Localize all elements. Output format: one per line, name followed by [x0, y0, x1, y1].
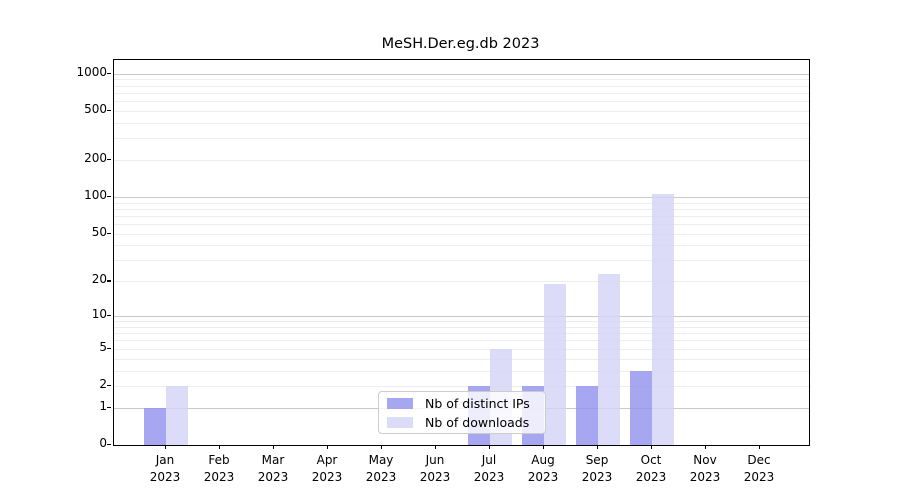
minor-gridline-3: [114, 370, 809, 372]
x-axis-tick-label-feb: Feb 2023: [203, 453, 235, 484]
x-axis-tick-label-jul: Jul 2023: [473, 453, 505, 484]
y-axis-tick-label-20: 20: [91, 272, 107, 287]
minor-gridline-300: [114, 138, 809, 140]
y-axis-tick-1: [107, 406, 111, 408]
y-axis-tick-1000: [107, 72, 111, 74]
y-axis-tick-2: [107, 385, 111, 387]
legend-item-distinct-ips: Nb of distinct IPs: [387, 396, 537, 411]
x-axis-tick-label-mar: Mar 2023: [257, 453, 289, 484]
x-axis-tick-jun: [435, 445, 437, 450]
minor-gridline-6: [114, 340, 809, 342]
bar-ips-jan: [144, 407, 166, 445]
major-gridline-1000: [114, 73, 809, 75]
y-axis-tick-50: [107, 232, 111, 234]
minor-gridline-900: [114, 79, 809, 81]
x-axis-tick-label-oct: Oct 2023: [635, 453, 667, 484]
y-axis-tick-20: [107, 280, 111, 282]
y-axis-tick-10: [107, 315, 111, 317]
x-axis-tick-dec: [759, 445, 761, 450]
minor-gridline-8: [114, 326, 809, 328]
bar-downloads-aug: [544, 284, 566, 445]
y-axis-tick-label-5: 5: [99, 339, 107, 354]
x-axis-tick-feb: [219, 445, 221, 450]
minor-gridline-7: [114, 333, 809, 335]
y-axis-tick-label-500: 500: [84, 101, 107, 116]
x-axis-tick-oct: [651, 445, 653, 450]
chart-legend: Nb of distinct IPs Nb of downloads: [378, 391, 546, 434]
minor-gridline-90: [114, 202, 809, 204]
y-axis-tick-500: [107, 109, 111, 112]
y-axis-tick-label-2: 2: [99, 377, 107, 391]
minor-gridline-70: [114, 215, 809, 217]
x-axis-tick-jan: [165, 445, 167, 450]
bar-downloads-jan: [166, 386, 188, 445]
bar-ips-oct: [630, 370, 652, 445]
x-axis-tick-label-may: May 2023: [365, 453, 397, 484]
minor-gridline-500: [114, 110, 809, 112]
y-axis-tick-100: [107, 196, 111, 198]
x-axis-tick-may: [381, 445, 383, 450]
x-axis-tick-label-jan: Jan 2023: [149, 453, 181, 484]
minor-gridline-400: [114, 122, 809, 124]
x-axis-tick-label-dec: Dec 2023: [743, 453, 775, 484]
y-axis-tick-label-100: 100: [84, 188, 107, 202]
minor-gridline-4: [114, 358, 809, 360]
minor-gridline-30: [114, 260, 809, 262]
x-axis-tick-sep: [597, 445, 599, 450]
bar-downloads-sep: [598, 274, 620, 445]
major-gridline-10: [114, 316, 809, 318]
x-axis-tick-label-aug: Aug 2023: [527, 453, 559, 484]
y-axis-tick-0: [107, 444, 111, 446]
y-axis-tick-label-1: 1: [99, 398, 107, 413]
y-axis-tick-200: [107, 159, 111, 161]
y-axis-tick-label-1000: 1000: [76, 64, 107, 79]
y-axis-tick-label-200: 200: [84, 151, 107, 165]
bar-ips-sep: [576, 386, 598, 445]
y-axis-tick-5: [107, 347, 111, 349]
minor-gridline-800: [114, 85, 809, 87]
minor-gridline-60: [114, 224, 809, 226]
minor-gridline-80: [114, 208, 809, 210]
x-axis-tick-label-sep: Sep 2023: [581, 453, 613, 484]
minor-gridline-20: [114, 281, 809, 283]
minor-gridline-200: [114, 160, 809, 161]
x-axis-tick-label-apr: Apr 2023: [311, 453, 343, 484]
x-axis-tick-aug: [543, 445, 545, 450]
minor-gridline-50: [114, 233, 809, 235]
x-axis-tick-mar: [273, 445, 275, 450]
legend-label-distinct-ips: Nb of distinct IPs: [425, 395, 530, 411]
legend-swatch-distinct-ips: [387, 397, 413, 409]
minor-gridline-40: [114, 245, 809, 247]
y-axis-tick-label-10: 10: [91, 307, 107, 322]
minor-gridline-2: [114, 386, 809, 387]
legend-label-downloads: Nb of downloads: [425, 414, 530, 430]
minor-gridline-600: [114, 101, 809, 103]
y-axis-tick-label-50: 50: [91, 224, 107, 239]
x-axis-tick-nov: [705, 445, 707, 450]
chart-title: MeSH.Der.eg.db 2023: [381, 36, 540, 52]
x-axis-tick-jul: [489, 445, 491, 450]
legend-swatch-downloads: [387, 416, 413, 428]
x-axis-tick-apr: [327, 445, 329, 450]
y-axis-tick-label-0: 0: [99, 436, 107, 450]
x-axis-tick-label-jun: Jun 2023: [419, 453, 451, 484]
x-axis-tick-label-nov: Nov 2023: [689, 453, 721, 484]
minor-gridline-5: [114, 348, 809, 350]
plot-area: Nb of distinct IPs Nb of downloads: [113, 59, 810, 446]
major-gridline-100: [114, 197, 809, 198]
minor-gridline-9: [114, 321, 809, 323]
minor-gridline-700: [114, 92, 809, 94]
legend-item-downloads: Nb of downloads: [387, 415, 537, 430]
bar-downloads-oct: [652, 194, 674, 445]
